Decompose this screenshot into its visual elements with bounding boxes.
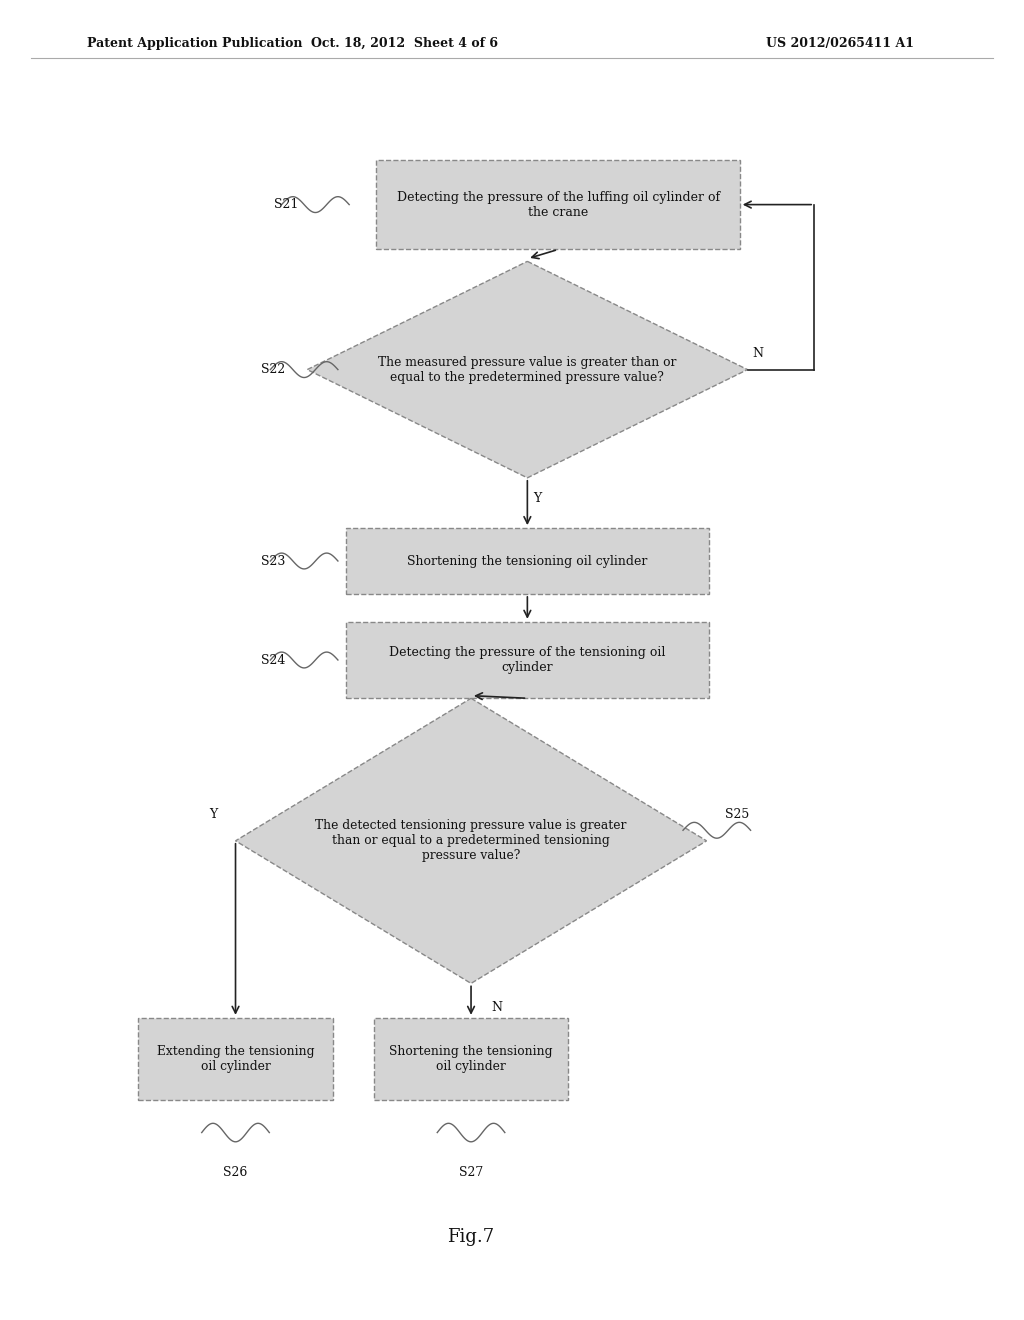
Text: Fig.7: Fig.7 — [447, 1228, 495, 1246]
Polygon shape — [236, 698, 707, 983]
Text: Shortening the tensioning oil cylinder: Shortening the tensioning oil cylinder — [408, 554, 647, 568]
Text: Shortening the tensioning
oil cylinder: Shortening the tensioning oil cylinder — [389, 1044, 553, 1073]
Text: Patent Application Publication: Patent Application Publication — [87, 37, 302, 50]
Text: US 2012/0265411 A1: US 2012/0265411 A1 — [766, 37, 913, 50]
Text: N: N — [492, 1001, 503, 1014]
Text: The measured pressure value is greater than or
equal to the predetermined pressu: The measured pressure value is greater t… — [378, 355, 677, 384]
Text: S26: S26 — [223, 1166, 248, 1179]
Polygon shape — [307, 261, 748, 478]
Text: S25: S25 — [725, 808, 750, 821]
Text: S27: S27 — [459, 1166, 483, 1179]
Bar — [374, 1018, 568, 1100]
Text: S21: S21 — [274, 198, 299, 211]
Text: Oct. 18, 2012  Sheet 4 of 6: Oct. 18, 2012 Sheet 4 of 6 — [311, 37, 498, 50]
Text: S22: S22 — [261, 363, 286, 376]
Bar — [138, 1018, 333, 1100]
Bar — [346, 528, 709, 594]
Text: S23: S23 — [261, 554, 286, 568]
Text: Detecting the pressure of the luffing oil cylinder of
the crane: Detecting the pressure of the luffing oi… — [396, 190, 720, 219]
Text: Y: Y — [534, 492, 542, 506]
Text: The detected tensioning pressure value is greater
than or equal to a predetermin: The detected tensioning pressure value i… — [315, 820, 627, 862]
Text: Y: Y — [209, 808, 217, 821]
Text: Extending the tensioning
oil cylinder: Extending the tensioning oil cylinder — [157, 1044, 314, 1073]
Bar — [346, 622, 709, 698]
Text: N: N — [753, 347, 763, 360]
Text: S24: S24 — [261, 653, 286, 667]
Bar — [377, 160, 739, 249]
Text: Detecting the pressure of the tensioning oil
cylinder: Detecting the pressure of the tensioning… — [389, 645, 666, 675]
